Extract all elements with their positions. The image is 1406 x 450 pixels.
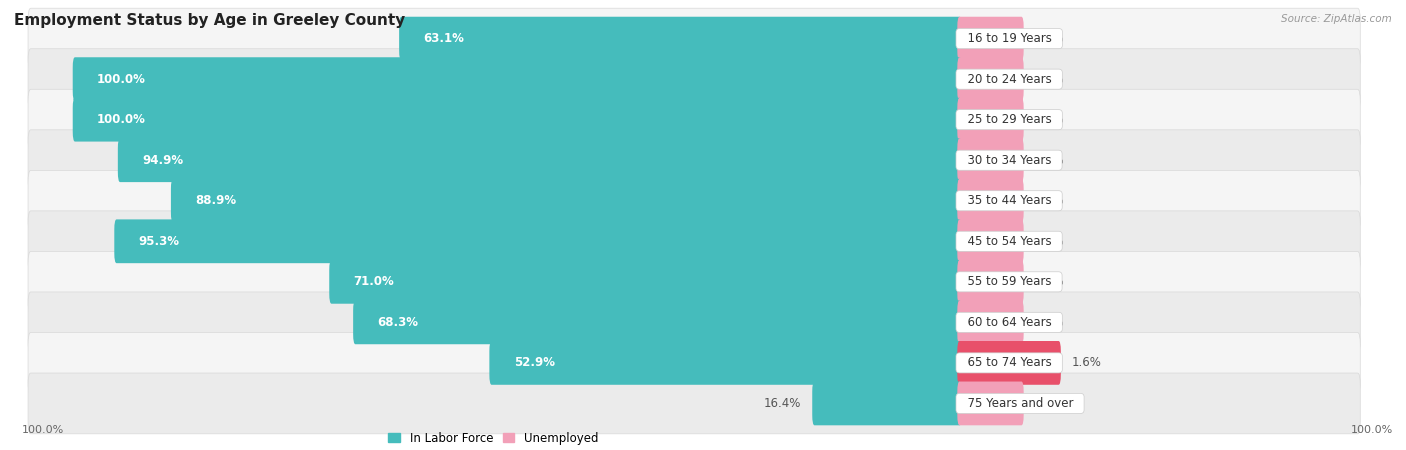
FancyBboxPatch shape: [28, 211, 1360, 272]
Text: 65 to 74 Years: 65 to 74 Years: [959, 356, 1059, 369]
FancyBboxPatch shape: [957, 138, 1024, 182]
FancyBboxPatch shape: [28, 171, 1360, 231]
Text: 0.0%: 0.0%: [1035, 113, 1064, 126]
FancyBboxPatch shape: [73, 98, 962, 142]
Text: 30 to 34 Years: 30 to 34 Years: [959, 154, 1059, 166]
Text: 63.1%: 63.1%: [423, 32, 464, 45]
FancyBboxPatch shape: [28, 333, 1360, 393]
FancyBboxPatch shape: [399, 17, 962, 60]
FancyBboxPatch shape: [489, 341, 962, 385]
Text: 0.0%: 0.0%: [1035, 275, 1064, 288]
FancyBboxPatch shape: [957, 220, 1024, 263]
FancyBboxPatch shape: [28, 252, 1360, 312]
FancyBboxPatch shape: [28, 130, 1360, 191]
Legend: In Labor Force, Unemployed: In Labor Force, Unemployed: [384, 427, 603, 449]
Text: Source: ZipAtlas.com: Source: ZipAtlas.com: [1281, 14, 1392, 23]
Text: 0.0%: 0.0%: [1035, 154, 1064, 166]
Text: 68.3%: 68.3%: [377, 316, 419, 329]
Text: 35 to 44 Years: 35 to 44 Years: [959, 194, 1059, 207]
FancyBboxPatch shape: [957, 98, 1024, 142]
Text: 16 to 19 Years: 16 to 19 Years: [959, 32, 1059, 45]
FancyBboxPatch shape: [28, 8, 1360, 69]
FancyBboxPatch shape: [957, 301, 1024, 344]
FancyBboxPatch shape: [114, 220, 962, 263]
FancyBboxPatch shape: [353, 301, 962, 344]
Text: 60 to 64 Years: 60 to 64 Years: [959, 316, 1059, 329]
FancyBboxPatch shape: [28, 292, 1360, 353]
Text: 95.3%: 95.3%: [139, 235, 180, 248]
FancyBboxPatch shape: [957, 260, 1024, 304]
FancyBboxPatch shape: [957, 382, 1024, 425]
FancyBboxPatch shape: [28, 89, 1360, 150]
FancyBboxPatch shape: [28, 373, 1360, 434]
FancyBboxPatch shape: [73, 57, 962, 101]
Text: 0.0%: 0.0%: [1035, 194, 1064, 207]
Text: 25 to 29 Years: 25 to 29 Years: [959, 113, 1059, 126]
Text: 55 to 59 Years: 55 to 59 Years: [959, 275, 1059, 288]
Text: 0.0%: 0.0%: [1035, 72, 1064, 86]
FancyBboxPatch shape: [813, 382, 962, 425]
Text: 71.0%: 71.0%: [353, 275, 394, 288]
Text: 100.0%: 100.0%: [97, 113, 146, 126]
Text: 100.0%: 100.0%: [1351, 425, 1393, 435]
Text: 0.0%: 0.0%: [1035, 316, 1064, 329]
Text: Employment Status by Age in Greeley County: Employment Status by Age in Greeley Coun…: [14, 14, 405, 28]
Text: 100.0%: 100.0%: [97, 72, 146, 86]
FancyBboxPatch shape: [172, 179, 962, 223]
Text: 100.0%: 100.0%: [22, 425, 65, 435]
Text: 16.4%: 16.4%: [763, 397, 801, 410]
Text: 94.9%: 94.9%: [142, 154, 183, 166]
Text: 52.9%: 52.9%: [513, 356, 555, 369]
FancyBboxPatch shape: [329, 260, 962, 304]
Text: 88.9%: 88.9%: [195, 194, 236, 207]
FancyBboxPatch shape: [957, 17, 1024, 60]
FancyBboxPatch shape: [28, 49, 1360, 109]
Text: 20 to 24 Years: 20 to 24 Years: [959, 72, 1059, 86]
Text: 45 to 54 Years: 45 to 54 Years: [959, 235, 1059, 248]
Text: 0.0%: 0.0%: [1035, 32, 1064, 45]
FancyBboxPatch shape: [957, 341, 1060, 385]
Text: 1.6%: 1.6%: [1071, 356, 1102, 369]
FancyBboxPatch shape: [957, 57, 1024, 101]
Text: 0.0%: 0.0%: [1035, 397, 1064, 410]
Text: 75 Years and over: 75 Years and over: [959, 397, 1081, 410]
FancyBboxPatch shape: [957, 179, 1024, 223]
FancyBboxPatch shape: [118, 138, 962, 182]
Text: 0.0%: 0.0%: [1035, 235, 1064, 248]
